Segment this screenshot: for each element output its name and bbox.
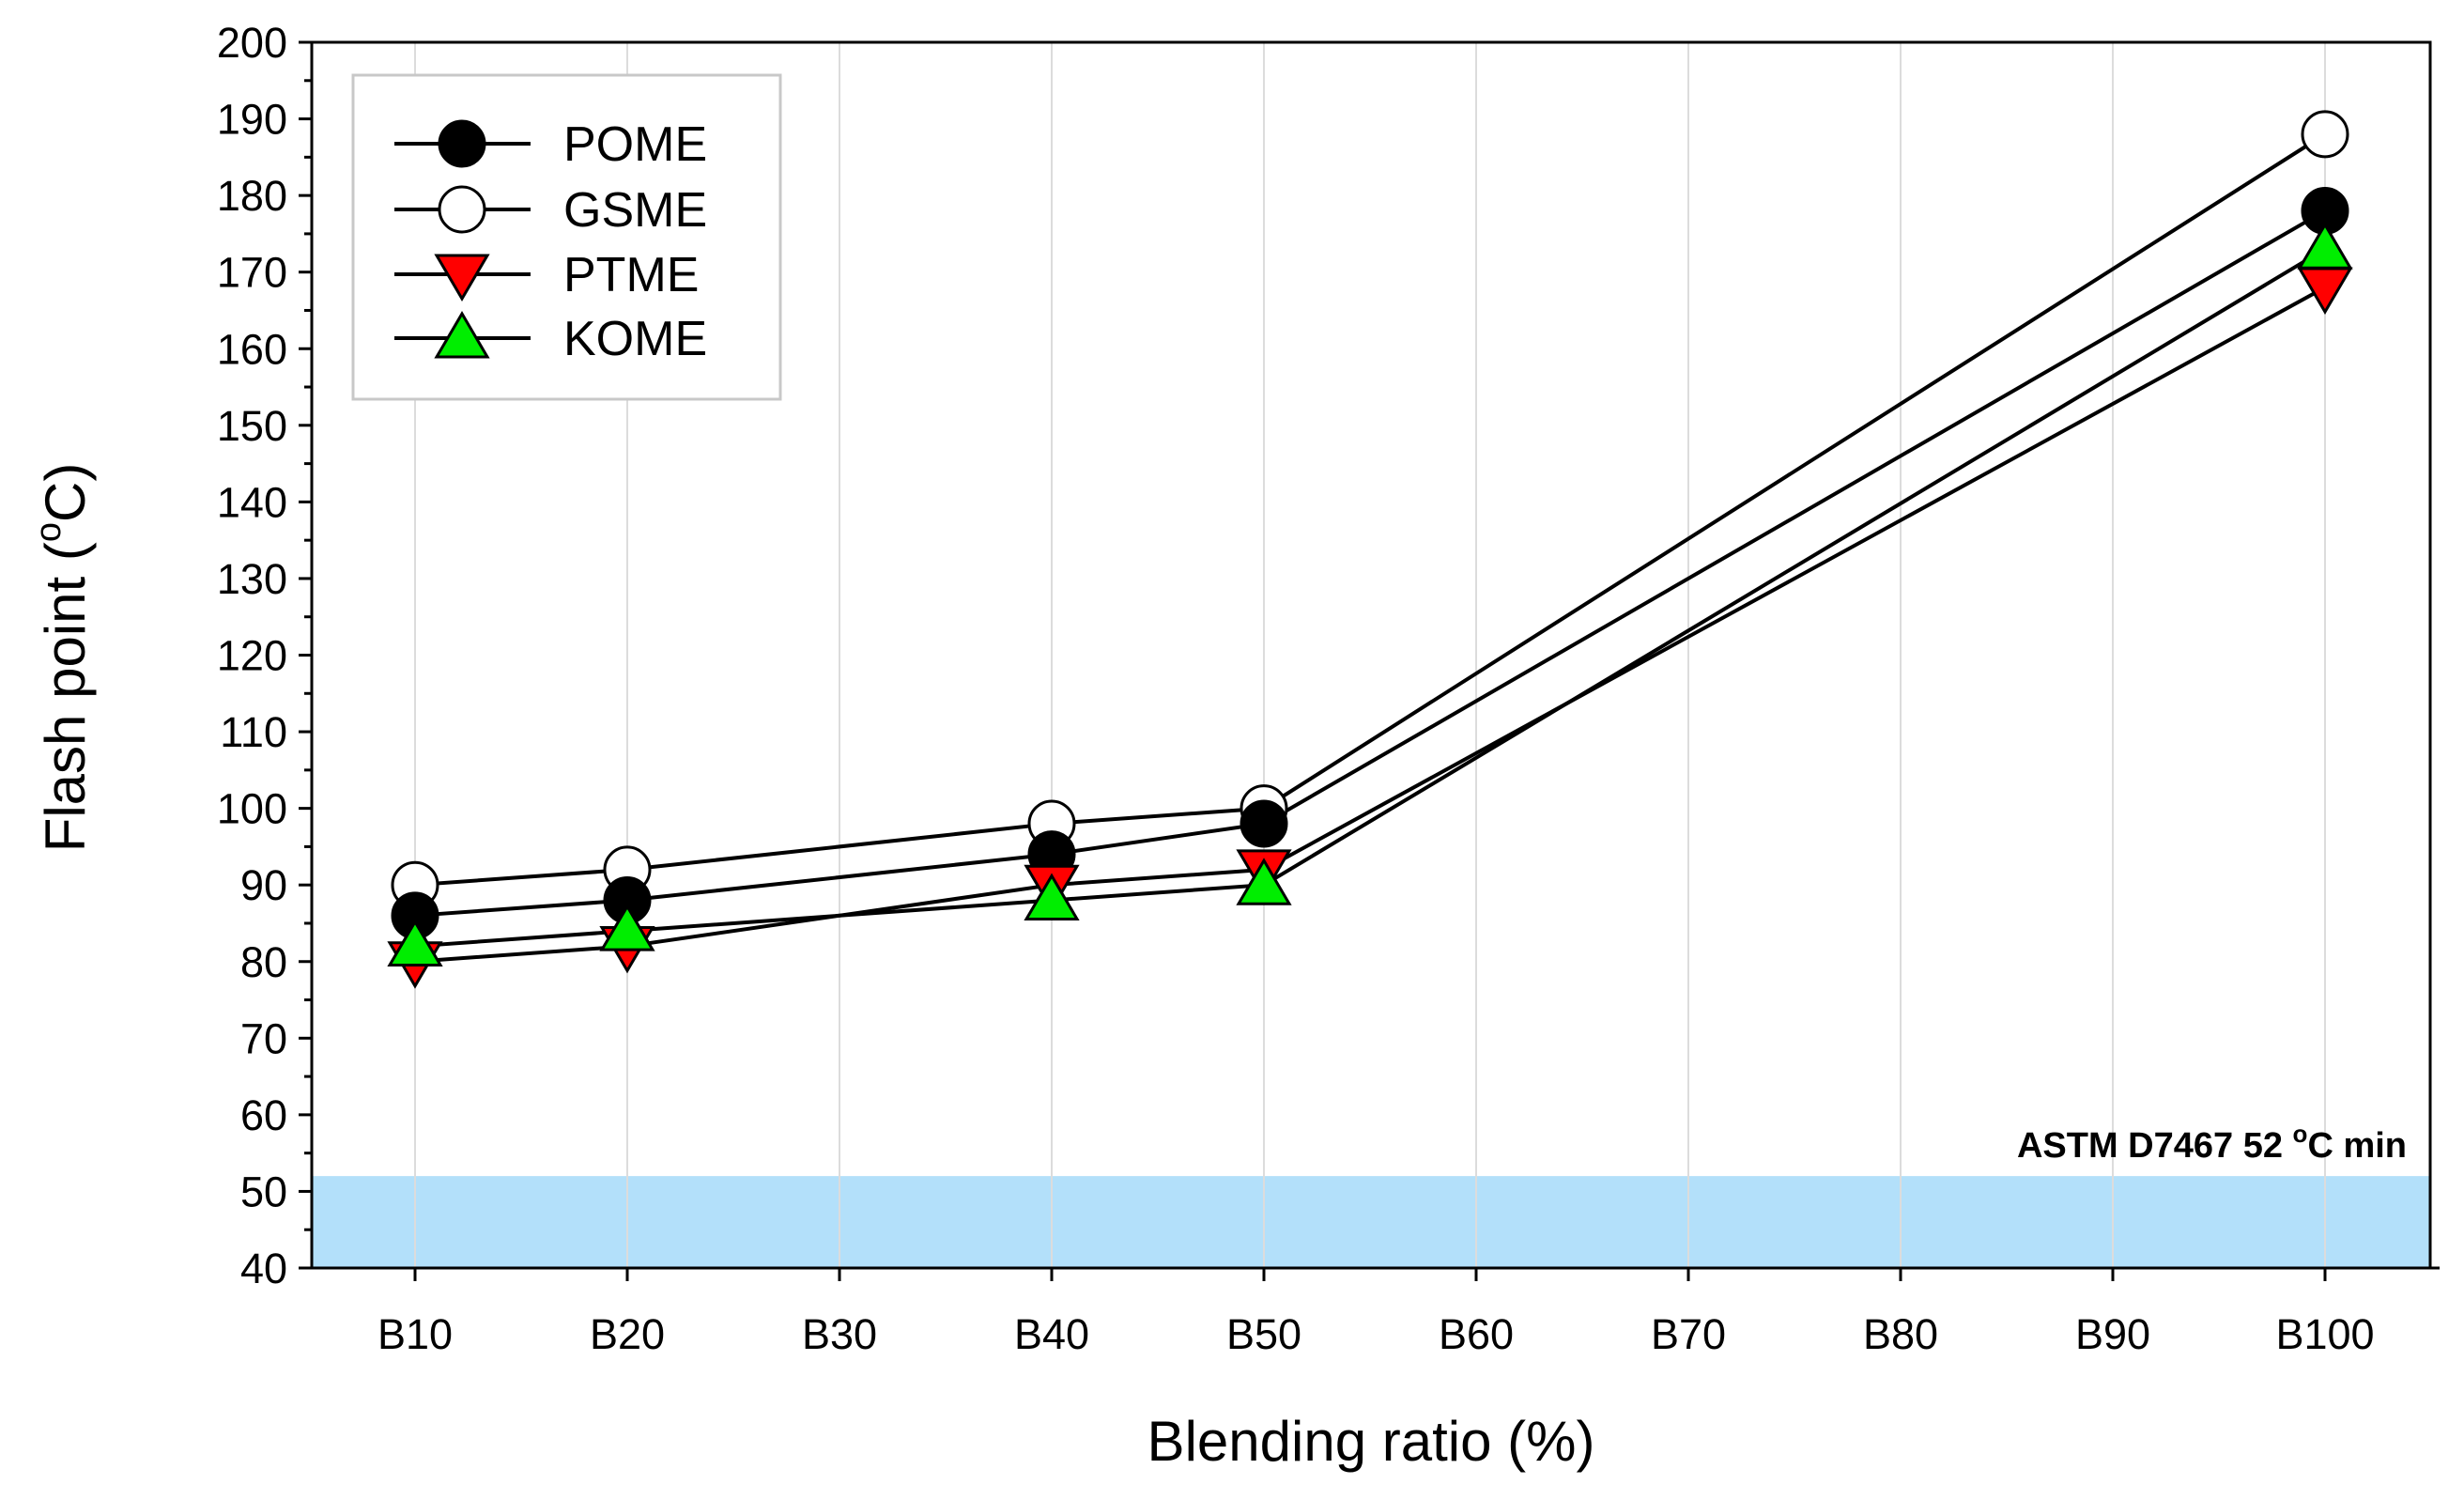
y-tick-label-140: 140 — [217, 478, 287, 526]
x-tick-label-b100: B100 — [2275, 1310, 2374, 1358]
axes: 40 50 60 70 80 90 100 110 120 130 140 150 160 170 180 1… — [217, 19, 2440, 1358]
point-kome-b50 — [1236, 858, 1292, 905]
x-tick-label-b70: B70 — [1651, 1310, 1726, 1358]
legend-label-ptme: PTME — [563, 248, 699, 302]
y-tick-label-170: 170 — [217, 249, 287, 297]
y-tick-label-90: 90 — [240, 861, 287, 909]
x-tick-label-b40: B40 — [1014, 1310, 1089, 1358]
y-tick-label-100: 100 — [217, 785, 287, 833]
y-axis-title-unit: C) — [34, 463, 97, 522]
legend-label-pome: POME — [563, 117, 707, 172]
x-tick-label-b90: B90 — [2075, 1310, 2150, 1358]
legend-marker-ptme — [434, 254, 490, 302]
x-tick-label-b60: B60 — [1439, 1310, 1514, 1358]
spec-annotation: ASTM D7467 52 oC min — [2017, 1120, 2407, 1166]
x-tick-label-b80: B80 — [1863, 1310, 1938, 1358]
spec-annotation-main: ASTM D7467 52 — [2017, 1126, 2293, 1166]
legend-label-gsme: GSME — [563, 183, 707, 238]
legend: POME GSME PTME KOME — [351, 73, 782, 401]
y-tick-label-130: 130 — [217, 555, 287, 603]
y-tick-label-120: 120 — [217, 632, 287, 680]
legend-marker-kome — [434, 311, 490, 359]
y-tick-label-150: 150 — [217, 402, 287, 450]
y-tick-label-180: 180 — [217, 172, 287, 220]
y-tick-label-70: 70 — [240, 1014, 287, 1062]
x-axis-title: Blending ratio (%) — [1147, 1410, 1595, 1473]
spec-annotation-unit: C min — [2307, 1126, 2407, 1166]
grid-lines — [414, 42, 2326, 1268]
y-axis-title: Flash point (oC) — [29, 463, 97, 853]
x-tick-label-b10: B10 — [377, 1310, 453, 1358]
legend-label-kome: KOME — [563, 312, 707, 366]
point-kome-b20 — [599, 904, 655, 951]
y-tick-label-60: 60 — [240, 1091, 287, 1139]
y-axis-title-main: Flash point ( — [34, 542, 97, 852]
x-tick-label-b30: B30 — [802, 1310, 877, 1358]
point-kome-b10 — [387, 919, 443, 966]
y-tick-label-80: 80 — [240, 938, 287, 986]
point-pome-b50 — [1240, 799, 1288, 848]
point-kome-b100 — [2297, 222, 2353, 270]
series-markers — [387, 110, 2353, 989]
legend-box — [351, 73, 782, 401]
y-tick-label-160: 160 — [217, 325, 287, 373]
point-gsme-b100 — [2301, 110, 2349, 159]
spec-annotation-degree: o — [2293, 1120, 2308, 1148]
series-layer — [387, 110, 2353, 989]
y-tick-label-50: 50 — [240, 1168, 287, 1215]
y-tick-label-190: 190 — [217, 96, 287, 144]
legend-marker-gsme — [438, 185, 486, 234]
x-tick-label-b20: B20 — [590, 1310, 665, 1358]
x-tick-label-b50: B50 — [1226, 1310, 1301, 1358]
y-tick-label-200: 200 — [217, 19, 287, 67]
y-axis-title-degree: o — [29, 522, 69, 542]
point-kome-b40 — [1024, 873, 1080, 920]
legend-marker-pome — [438, 119, 486, 168]
y-tick-label-110: 110 — [220, 708, 287, 756]
y-tick-label-40: 40 — [240, 1245, 287, 1292]
astm-spec-band — [312, 1176, 2430, 1268]
